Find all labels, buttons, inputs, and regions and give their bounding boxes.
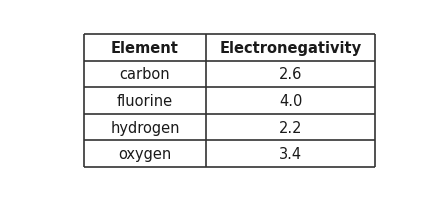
- Text: oxygen: oxygen: [118, 147, 172, 161]
- Text: hydrogen: hydrogen: [110, 120, 180, 135]
- Text: 2.6: 2.6: [279, 67, 302, 82]
- Text: 3.4: 3.4: [279, 147, 302, 161]
- Text: Element: Element: [111, 41, 179, 55]
- Text: 4.0: 4.0: [279, 94, 302, 108]
- Text: Electronegativity: Electronegativity: [220, 41, 362, 55]
- Text: carbon: carbon: [120, 67, 170, 82]
- Text: fluorine: fluorine: [117, 94, 173, 108]
- Text: 2.2: 2.2: [279, 120, 302, 135]
